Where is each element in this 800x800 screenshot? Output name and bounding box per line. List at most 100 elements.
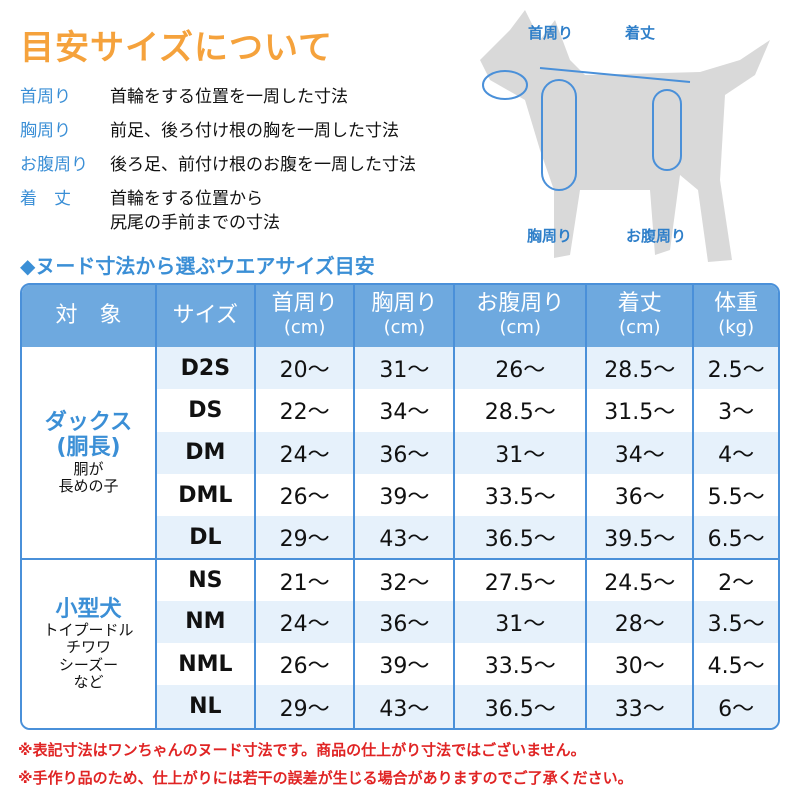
value-cell: 24〜 bbox=[255, 600, 356, 644]
table-row: DM 24〜 36〜 31〜 34〜 4〜 bbox=[22, 431, 778, 474]
value-cell: 43〜 bbox=[355, 685, 456, 728]
value-cell: 5.5〜 bbox=[707, 485, 765, 511]
value-cell: 2〜 bbox=[694, 558, 778, 600]
size-cell: DM bbox=[156, 431, 256, 474]
table-row: DL 29〜 43〜 36.5〜 39.5〜 6.5〜 bbox=[22, 516, 778, 559]
value-cell: 31〜 bbox=[455, 600, 588, 644]
value-cell: 29〜 bbox=[255, 685, 356, 728]
value-cell: 33.5〜 bbox=[455, 473, 588, 517]
value-cell: 33.5〜 bbox=[455, 643, 588, 686]
size-cell: DL bbox=[156, 516, 256, 559]
value-cell: 24〜 bbox=[255, 431, 356, 474]
value-cell: 29〜 bbox=[255, 516, 356, 559]
header-unit: (cm) bbox=[499, 317, 541, 338]
table-subtitle: ◆ヌード寸法から選ぶウエアサイズ目安 bbox=[20, 254, 375, 278]
definition-term: 胸周り bbox=[20, 121, 71, 141]
notes: ※表記寸法はワンちゃんのヌード寸法です。商品の仕上がり寸法ではございません。 ※… bbox=[18, 736, 633, 792]
group-cell: ダックス (胴長) 胴が 長めの子 bbox=[22, 347, 157, 559]
column-header: 対 象 bbox=[22, 285, 157, 347]
definition-row: 胸周り 前足、後ろ付け根の胸を一周した寸法 bbox=[20, 114, 490, 148]
header-label: 首周り bbox=[271, 291, 338, 316]
group-note: トイプードル チワワ シーズー など bbox=[43, 621, 134, 691]
value-cell: 4〜 bbox=[694, 431, 778, 474]
value-cell: 39〜 bbox=[355, 473, 456, 517]
table-row: NL 29〜 43〜 36.5〜 33〜 6〜 bbox=[22, 685, 778, 728]
size-cell: NML bbox=[157, 643, 256, 686]
value-cell: 26〜 bbox=[455, 347, 588, 390]
header-unit: (cm) bbox=[383, 317, 426, 338]
column-header: サイズ bbox=[156, 285, 256, 347]
size-table: 対 象サイズ 首周り (cm) 胸周り (cm) お腹周り (cm) 着丈 (cm) 体重 (kg)… bbox=[20, 283, 780, 730]
value-cell: 24.5〜 bbox=[587, 558, 695, 601]
table-row: NM 24〜 36〜 31〜 28〜 3.5〜 bbox=[22, 600, 778, 644]
value-cell: 4.5〜 bbox=[707, 654, 765, 680]
group-name-sub: (胴長) bbox=[56, 435, 121, 461]
value-cell: 28.5〜 bbox=[455, 389, 588, 432]
group-note: 胴が 長めの子 bbox=[58, 459, 119, 496]
definition-desc: 首輪をする位置から 尻尾の手前までの寸法 bbox=[110, 189, 280, 233]
value-cell: 31.5〜 bbox=[587, 389, 695, 432]
value-cell: 26〜 bbox=[256, 473, 356, 517]
header-unit: (cm) bbox=[619, 317, 661, 338]
header-label: お腹周り bbox=[476, 291, 565, 316]
definitions: 首周り 首輪をする位置を一周した寸法 胸周り 前足、後ろ付け根の胸を一周した寸法 お腹周… bbox=[20, 80, 490, 235]
definition-row: 首周り 首輪をする位置を一周した寸法 bbox=[20, 80, 490, 114]
note-2: ※手作り品のため、仕上がりには若干の誤差が生じる場合がありますのでご了承ください… bbox=[18, 769, 633, 787]
value-cell: 27.5〜 bbox=[455, 558, 588, 601]
value-cell: 3.5〜 bbox=[694, 600, 778, 644]
table-row: DS 22〜 34〜 28.5〜 31.5〜 3〜 bbox=[22, 389, 778, 432]
value-cell: 26〜 bbox=[256, 643, 356, 686]
size-cell: DS bbox=[157, 389, 256, 432]
belly-label: お腹周り bbox=[626, 227, 687, 245]
dog-diagram-illustration bbox=[480, 10, 770, 262]
header-label: 体重 bbox=[714, 291, 759, 316]
header-row: 対 象サイズ 首周り (cm) 胸周り (cm) お腹周り (cm) 着丈 (cm) 体重 (kg) bbox=[22, 285, 778, 347]
value-cell: 28〜 bbox=[587, 600, 695, 644]
neck-label: 首周り bbox=[528, 24, 574, 42]
value-cell: 21〜 bbox=[255, 558, 356, 601]
value-cell: 6〜 bbox=[694, 685, 778, 728]
group-name: ダックス bbox=[44, 410, 133, 436]
value-cell: 36〜 bbox=[355, 431, 456, 474]
header-unit: (cm) bbox=[283, 317, 326, 338]
definition-term: 着 丈 bbox=[20, 189, 71, 209]
header-label: 着丈 bbox=[617, 291, 662, 316]
note-1: ※表記寸法はワンちゃんのヌード寸法です。商品の仕上がり寸法ではございません。 bbox=[18, 741, 586, 759]
definition-desc: 首輪をする位置を一周した寸法 bbox=[110, 87, 348, 107]
value-cell: 33〜 bbox=[587, 685, 695, 728]
group-cell: 小型犬 トイプードル チワワ シーズー など bbox=[22, 558, 157, 728]
value-cell: 6.5〜 bbox=[694, 516, 778, 559]
table-row: DML 26〜 39〜 33.5〜 36〜 5.5〜 bbox=[22, 473, 778, 517]
value-cell: 34〜 bbox=[587, 431, 695, 474]
value-cell: 2.5〜 bbox=[694, 347, 778, 390]
value-cell: 36〜 bbox=[587, 473, 695, 517]
table-row: NML 26〜 39〜 33.5〜 30〜 4.5〜 bbox=[22, 643, 778, 686]
neck-line bbox=[482, 70, 528, 100]
value-cell: 32〜 bbox=[355, 558, 456, 601]
value-cell: 20〜 bbox=[255, 347, 356, 390]
size-cell: NS bbox=[156, 558, 256, 601]
page-title: 目安サイズについて bbox=[20, 28, 333, 68]
belly-line bbox=[652, 89, 682, 171]
value-cell: 36〜 bbox=[355, 600, 456, 644]
value-cell: 28.5〜 bbox=[587, 347, 695, 390]
table-row: ダックス (胴長) 胴が 長めの子 D2S 20〜 31〜 26〜 28.5〜 2.5〜 bbox=[22, 347, 778, 559]
length-line bbox=[539, 67, 691, 83]
value-cell: 31〜 bbox=[455, 431, 588, 474]
size-cell: DML bbox=[157, 473, 256, 517]
definition-term: お腹周り bbox=[20, 155, 88, 175]
length-label: 着丈 bbox=[625, 24, 656, 42]
table-row: 小型犬 トイプードル チワワ シーズー など NS 21〜 32〜 27.5〜 24.5〜 2… bbox=[22, 558, 778, 728]
definition-desc: 後ろ足、前付け根のお腹を一周した寸法 bbox=[110, 155, 416, 175]
definition-row: お腹周り 後ろ足、前付け根のお腹を一周した寸法 bbox=[20, 148, 490, 182]
header-label: サイズ bbox=[172, 303, 239, 328]
value-cell: 43〜 bbox=[355, 516, 456, 559]
column-header: 首周り (cm) bbox=[255, 285, 356, 347]
dog-silhouette bbox=[480, 10, 770, 262]
column-header: 着丈 (cm) bbox=[587, 285, 695, 347]
value-cell: 34〜 bbox=[355, 389, 456, 432]
value-cell: 3〜 bbox=[718, 400, 755, 426]
chest-line bbox=[541, 79, 577, 191]
value-cell: 31〜 bbox=[355, 347, 456, 390]
size-cell: NL bbox=[156, 685, 256, 728]
